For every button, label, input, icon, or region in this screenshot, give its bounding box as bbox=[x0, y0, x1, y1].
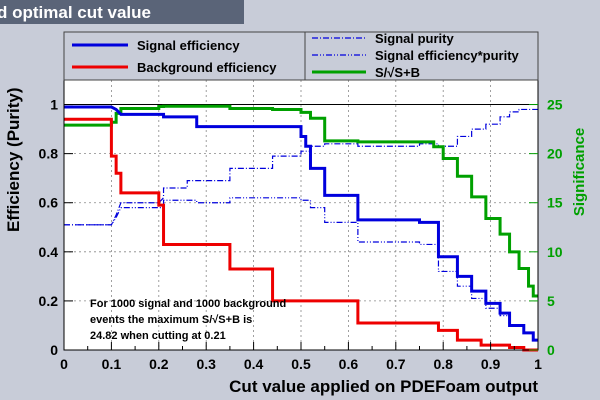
window-title: d optimal cut value bbox=[0, 3, 151, 22]
annotation-line-1: For 1000 signal and 1000 background bbox=[90, 298, 286, 310]
legend-label-signal-purity: Signal purity bbox=[375, 31, 455, 46]
y-tick-label: 0 bbox=[50, 342, 58, 358]
x-tick-label: 0.3 bbox=[196, 356, 216, 372]
y2-tick-label: 10 bbox=[547, 244, 563, 260]
y2-tick-label: 20 bbox=[547, 146, 563, 162]
x-tick-label: 0.2 bbox=[149, 356, 169, 372]
x-tick-label: 0 bbox=[60, 356, 68, 372]
x-tick-label: 0.1 bbox=[102, 356, 122, 372]
x-tick-label: 0.8 bbox=[433, 356, 453, 372]
title-bar bbox=[0, 0, 244, 24]
x-tick-label: 0.4 bbox=[244, 356, 264, 372]
annotation: For 1000 signal and 1000 background even… bbox=[90, 298, 286, 342]
x-tick-label: 0.7 bbox=[386, 356, 406, 372]
x-ticks: 0 0.1 0.2 0.3 0.4 0.5 0.6 0.7 0.8 0.9 1 bbox=[60, 342, 542, 372]
series-sig-eff bbox=[64, 105, 538, 342]
y2-ticks: 0 5 10 15 20 25 bbox=[529, 97, 563, 358]
x-tick-label: 0.5 bbox=[291, 356, 311, 372]
legend-label-background-efficiency: Background efficiency bbox=[137, 60, 277, 75]
y-tick-label: 1 bbox=[50, 97, 58, 113]
x-tick-label: 0.6 bbox=[339, 356, 359, 372]
x-tick-label: 0.9 bbox=[481, 356, 501, 372]
series-purity bbox=[64, 108, 538, 226]
y-tick-label: 0.6 bbox=[39, 195, 59, 211]
y-tick-label: 0.4 bbox=[39, 244, 59, 260]
y2-tick-label: 0 bbox=[547, 342, 555, 358]
grid bbox=[64, 80, 538, 350]
series-bkg-eff bbox=[64, 117, 538, 352]
annotation-line-3: 24.82 when cutting at 0.21 bbox=[90, 330, 226, 342]
annotation-line-2: events the maximum S/√S+B is bbox=[90, 314, 252, 326]
y-ticks: 0 0.2 0.4 0.6 0.8 1 bbox=[39, 97, 73, 358]
series-eff-purity bbox=[64, 197, 538, 341]
y-tick-label: 0.8 bbox=[39, 146, 59, 162]
legend-label-signal-eff-purity: Signal efficiency*purity bbox=[375, 48, 520, 63]
y-axis-title: Efficiency (Purity) bbox=[4, 87, 23, 232]
y2-tick-label: 5 bbox=[547, 293, 555, 309]
y2-tick-label: 15 bbox=[547, 195, 563, 211]
x-tick-label: 1 bbox=[534, 356, 542, 372]
legend-box-left bbox=[63, 31, 306, 81]
series-significance bbox=[64, 104, 538, 298]
series-layer bbox=[64, 104, 538, 352]
legend: Signal efficiency Background efficiency … bbox=[63, 31, 539, 81]
y2-tick-label: 25 bbox=[547, 97, 563, 113]
x-axis-title: Cut value applied on PDEFoam output bbox=[229, 377, 538, 396]
y-tick-label: 0.2 bbox=[39, 293, 59, 309]
legend-label-signal-efficiency: Signal efficiency bbox=[137, 38, 240, 53]
y2-axis-title: Significance bbox=[571, 128, 588, 216]
legend-label-significance: S/√S+B bbox=[375, 65, 420, 80]
